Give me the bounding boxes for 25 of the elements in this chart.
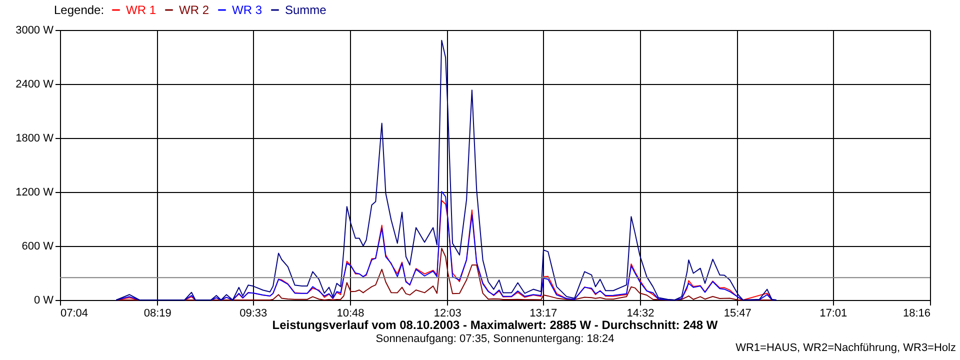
x-tick-label: 15:47 — [724, 308, 752, 320]
y-tick-label: 600 W — [22, 240, 54, 252]
legend-title: Legende: — [54, 3, 104, 17]
y-tick-label: 3000 W — [16, 24, 54, 36]
text: Leistungsverlauf vom 08.10.2003 - Maximalwert: 2885 W - Durchschnitt: 248 W — [272, 318, 718, 332]
text: Sonnenaufgang: 07:35, Sonnenuntergang: 18:24 — [376, 333, 614, 345]
x-tick-label: 14:32 — [626, 308, 654, 320]
y-tick-label: 1800 W — [16, 132, 54, 144]
x-tick-label: 07:04 — [60, 308, 88, 320]
x-tick-label: 13:17 — [530, 308, 558, 320]
y-tick-label: 1200 W — [16, 186, 54, 198]
x-tick-label: 10:48 — [336, 308, 364, 320]
x-tick-label: 12:03 — [434, 308, 462, 320]
legend-label: WR 1 — [126, 3, 156, 17]
legend-label: WR 2 — [179, 3, 210, 17]
y-tick-label: 2400 W — [16, 78, 54, 90]
line-series — [116, 40, 777, 300]
y-tick-label: 0 W — [34, 294, 54, 306]
legend-label: Summe — [285, 3, 327, 17]
legend-label: WR 3 — [232, 3, 262, 17]
x-tick-label: 09:33 — [240, 308, 268, 320]
text: WR1=HAUS, WR2=Nachführung, WR3=Holz — [736, 342, 956, 354]
x-tick-label: 17:01 — [820, 308, 848, 320]
x-tick-label: 08:19 — [144, 308, 172, 320]
x-tick-label: 18:16 — [902, 308, 930, 320]
